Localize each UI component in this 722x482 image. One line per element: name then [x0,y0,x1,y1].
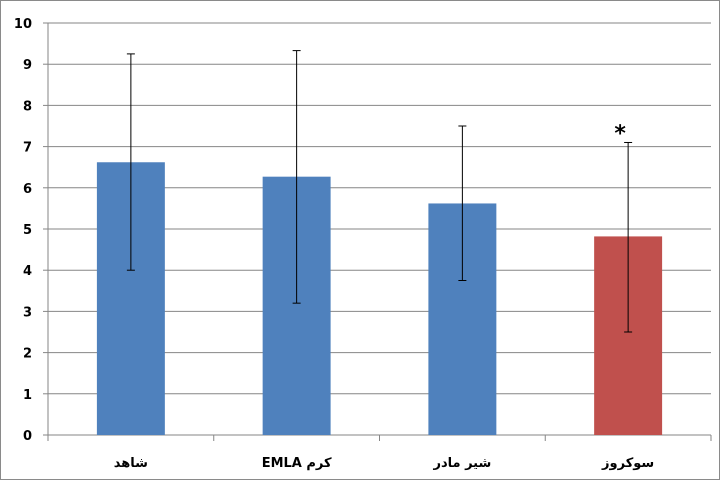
y-tick-label: 10 [14,17,32,32]
x-tick-label: شاهد [114,456,148,471]
y-tick-label: 0 [23,429,32,444]
y-tick-label: 7 [23,141,32,156]
y-tick-label: 2 [23,347,32,362]
significance-marker: * [614,121,626,146]
y-tick-label: 6 [23,182,32,197]
x-tick-labels: شاهد کرم EMLA شیر مادر سوکروز [114,456,654,471]
annotations: * [614,121,626,146]
y-tick-label: 8 [23,99,32,114]
y-tick-label: 9 [23,58,32,73]
y-tick-label: 1 [23,388,32,403]
x-tick-label: کرم EMLA [262,456,332,471]
error-bars [126,50,633,333]
x-tick-label: شیر مادر [432,456,491,471]
y-tick-label: 3 [23,305,32,320]
y-tick-label: 4 [23,264,32,279]
y-tick-labels: 0 1 2 3 4 5 6 7 8 9 10 [14,17,32,444]
y-tick-label: 5 [23,223,32,238]
x-tick-label: سوکروز [601,456,654,471]
